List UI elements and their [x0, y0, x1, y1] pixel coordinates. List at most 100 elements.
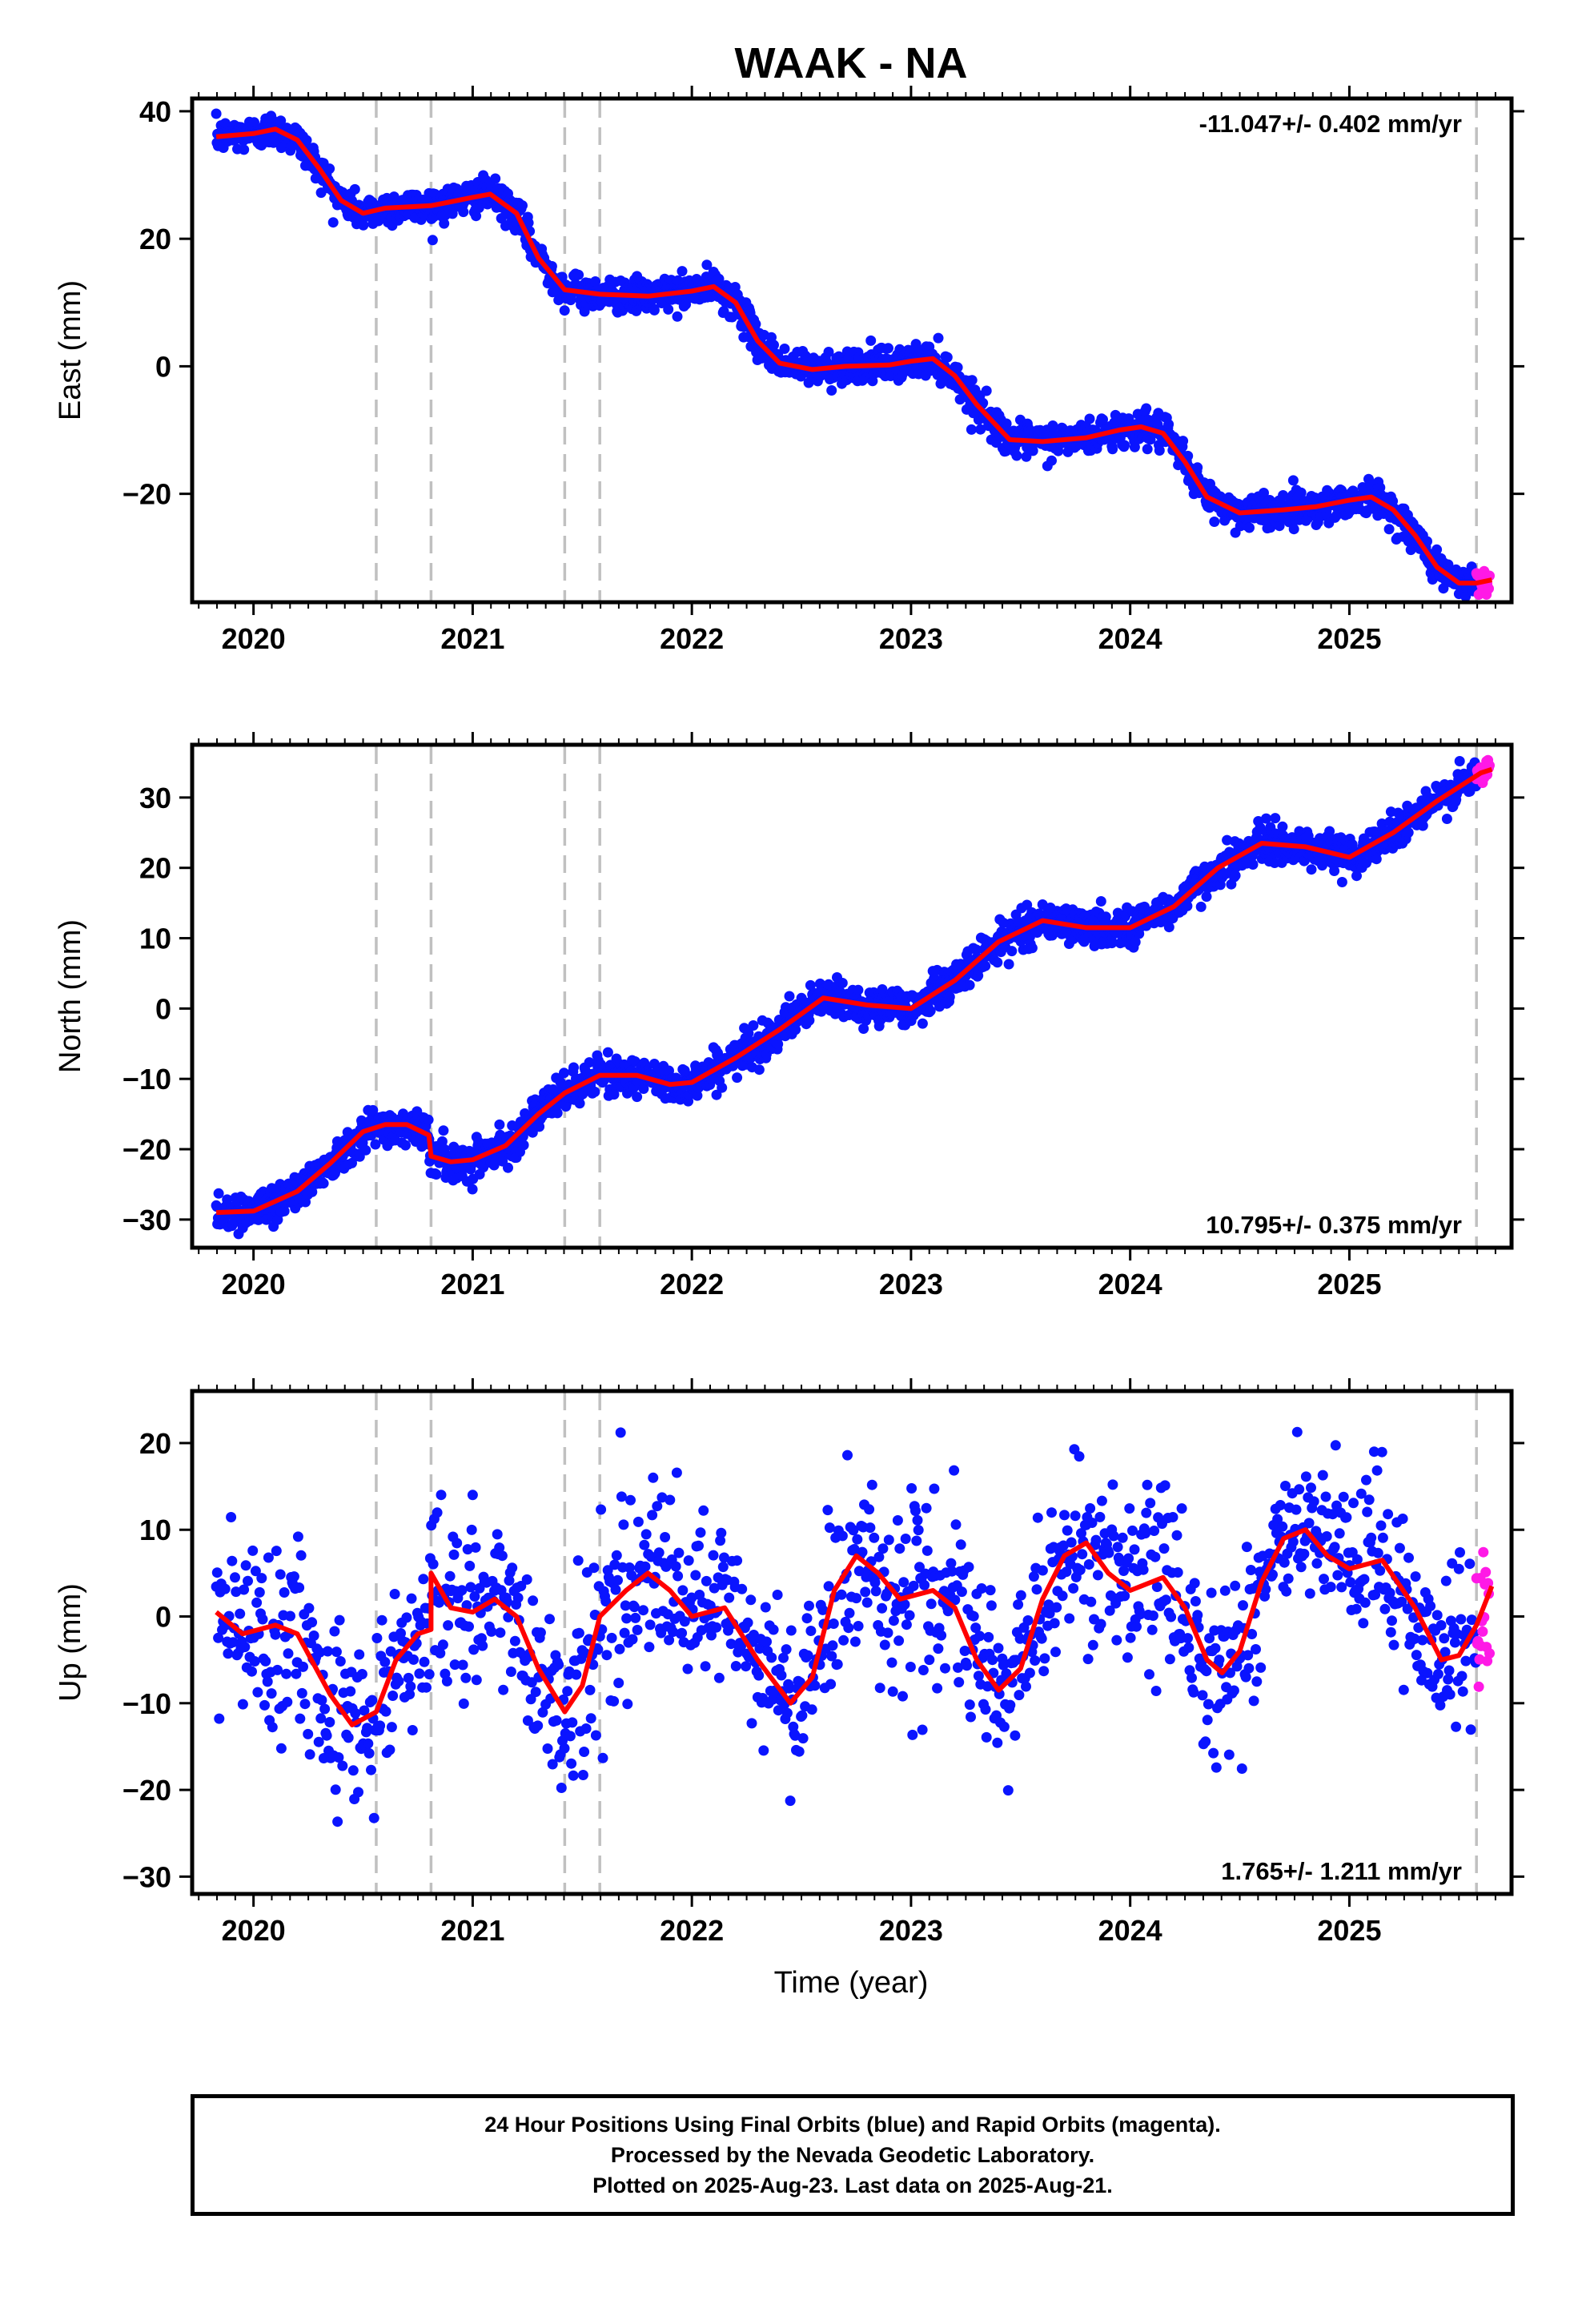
- final-orbit-point: [826, 385, 837, 396]
- plot-frame: [190, 742, 1514, 1250]
- final-orbit-point: [389, 1589, 400, 1599]
- final-orbit-point: [1001, 418, 1012, 429]
- final-orbit-point: [701, 259, 713, 271]
- final-orbit-point: [732, 1072, 743, 1084]
- final-orbit-point: [366, 1764, 376, 1775]
- final-orbit-point: [638, 1084, 649, 1094]
- final-orbit-point: [247, 1666, 257, 1677]
- final-orbit-point: [1324, 826, 1335, 837]
- final-orbit-point: [226, 1512, 237, 1522]
- final-orbit-point: [318, 1178, 329, 1189]
- final-orbit-point: [303, 1602, 315, 1614]
- x-tick-label: 2025: [1317, 622, 1381, 655]
- final-orbit-point: [468, 1644, 480, 1655]
- final-orbit-point: [1152, 419, 1163, 430]
- chart-figure: WAAK - NA Time (year) 2020 2021 2022 2023 20…: [54, 39, 1524, 2000]
- final-orbit-point: [1107, 444, 1118, 455]
- final-orbit-point: [1178, 436, 1189, 447]
- final-orbit-point: [465, 1582, 476, 1593]
- x-tick-label: 2023: [879, 1268, 943, 1301]
- final-orbit-point: [263, 1552, 274, 1563]
- final-orbit-point: [590, 1730, 601, 1741]
- final-orbit-point: [580, 1723, 592, 1734]
- final-orbit-point: [279, 1587, 290, 1598]
- final-orbit-point: [235, 1608, 246, 1619]
- final-orbit-point: [779, 344, 790, 354]
- final-orbit-point: [853, 984, 864, 995]
- final-orbit-point: [559, 305, 570, 316]
- final-orbit-point: [494, 1119, 505, 1130]
- final-orbit-point: [585, 1713, 596, 1724]
- final-orbit-point: [568, 1062, 579, 1073]
- final-orbit-point: [677, 266, 688, 277]
- final-orbit-point: [579, 306, 590, 317]
- final-orbit-point: [858, 1023, 869, 1034]
- final-orbit-point: [368, 1812, 379, 1823]
- rapid-orbit-point: [1484, 583, 1494, 594]
- final-orbit-point: [349, 183, 360, 195]
- final-orbit-point: [547, 1759, 558, 1770]
- final-orbit-point: [462, 1544, 473, 1555]
- final-orbit-point: [401, 1612, 412, 1623]
- final-orbit-point: [552, 1108, 563, 1119]
- final-orbit-point: [512, 1592, 524, 1603]
- final-orbit-point: [592, 1644, 604, 1655]
- final-orbit-point: [1106, 938, 1118, 949]
- final-orbit-point: [281, 1668, 292, 1679]
- y-tick-label: 40: [139, 95, 171, 128]
- final-orbit-point: [452, 1538, 463, 1549]
- final-orbit-point: [837, 978, 848, 988]
- final-orbit-point: [308, 1630, 319, 1641]
- final-orbit-point: [350, 1707, 361, 1719]
- final-orbit-point: [1163, 922, 1174, 933]
- final-orbit-point: [588, 1562, 600, 1574]
- final-orbit-point: [663, 304, 674, 315]
- final-orbit-point: [257, 1614, 268, 1625]
- y-tick-label: 10: [139, 923, 171, 955]
- final-orbit-point: [371, 1633, 383, 1643]
- final-orbit-point: [259, 1699, 270, 1711]
- final-orbit-point: [590, 276, 601, 287]
- final-orbit-point: [363, 1738, 374, 1749]
- final-orbit-point: [1006, 946, 1018, 957]
- final-orbit-point: [251, 1597, 263, 1608]
- plot-frame: [190, 96, 1514, 605]
- final-orbit-point: [1277, 821, 1288, 832]
- final-orbit-point: [315, 1647, 325, 1658]
- final-orbit-point: [275, 1569, 286, 1580]
- final-orbit-point: [439, 218, 450, 229]
- final-orbit-point: [805, 979, 816, 991]
- final-orbit-point: [503, 1162, 513, 1173]
- final-orbit-point: [431, 1169, 442, 1180]
- final-orbit-point: [1306, 864, 1317, 875]
- final-orbit-point: [1230, 870, 1241, 881]
- final-orbit-point: [1403, 827, 1414, 838]
- final-orbit-point: [1026, 943, 1038, 954]
- final-orbit-point: [495, 1627, 506, 1638]
- final-orbit-point: [1261, 813, 1271, 824]
- final-orbit-point: [1270, 813, 1281, 824]
- final-orbit-point: [517, 200, 528, 211]
- final-orbit-point: [330, 1784, 341, 1795]
- y-tick-label: −20: [122, 478, 171, 511]
- model-fit-line: [215, 766, 1493, 1216]
- final-orbit-point: [441, 1675, 452, 1687]
- final-orbit-point: [324, 163, 335, 175]
- final-orbit-point: [460, 1672, 472, 1683]
- final-orbit-point: [467, 1184, 478, 1195]
- final-orbit-point: [448, 1549, 460, 1560]
- y-tick-label: 20: [139, 852, 171, 885]
- final-orbit-point: [823, 347, 834, 357]
- final-orbit-point: [1259, 488, 1269, 498]
- final-orbit-point: [784, 991, 795, 1002]
- x-tick-label: 2024: [1098, 622, 1162, 655]
- final-orbit-point: [356, 1669, 367, 1679]
- final-orbit-point: [773, 1039, 784, 1050]
- final-orbit-point: [227, 1555, 238, 1566]
- final-orbit-point: [279, 1205, 290, 1216]
- final-orbit-point: [1287, 475, 1299, 486]
- final-orbit-point: [1027, 445, 1038, 456]
- y-tick-label: −30: [122, 1204, 171, 1236]
- final-orbit-point: [562, 1686, 573, 1697]
- final-orbit-point: [964, 979, 975, 991]
